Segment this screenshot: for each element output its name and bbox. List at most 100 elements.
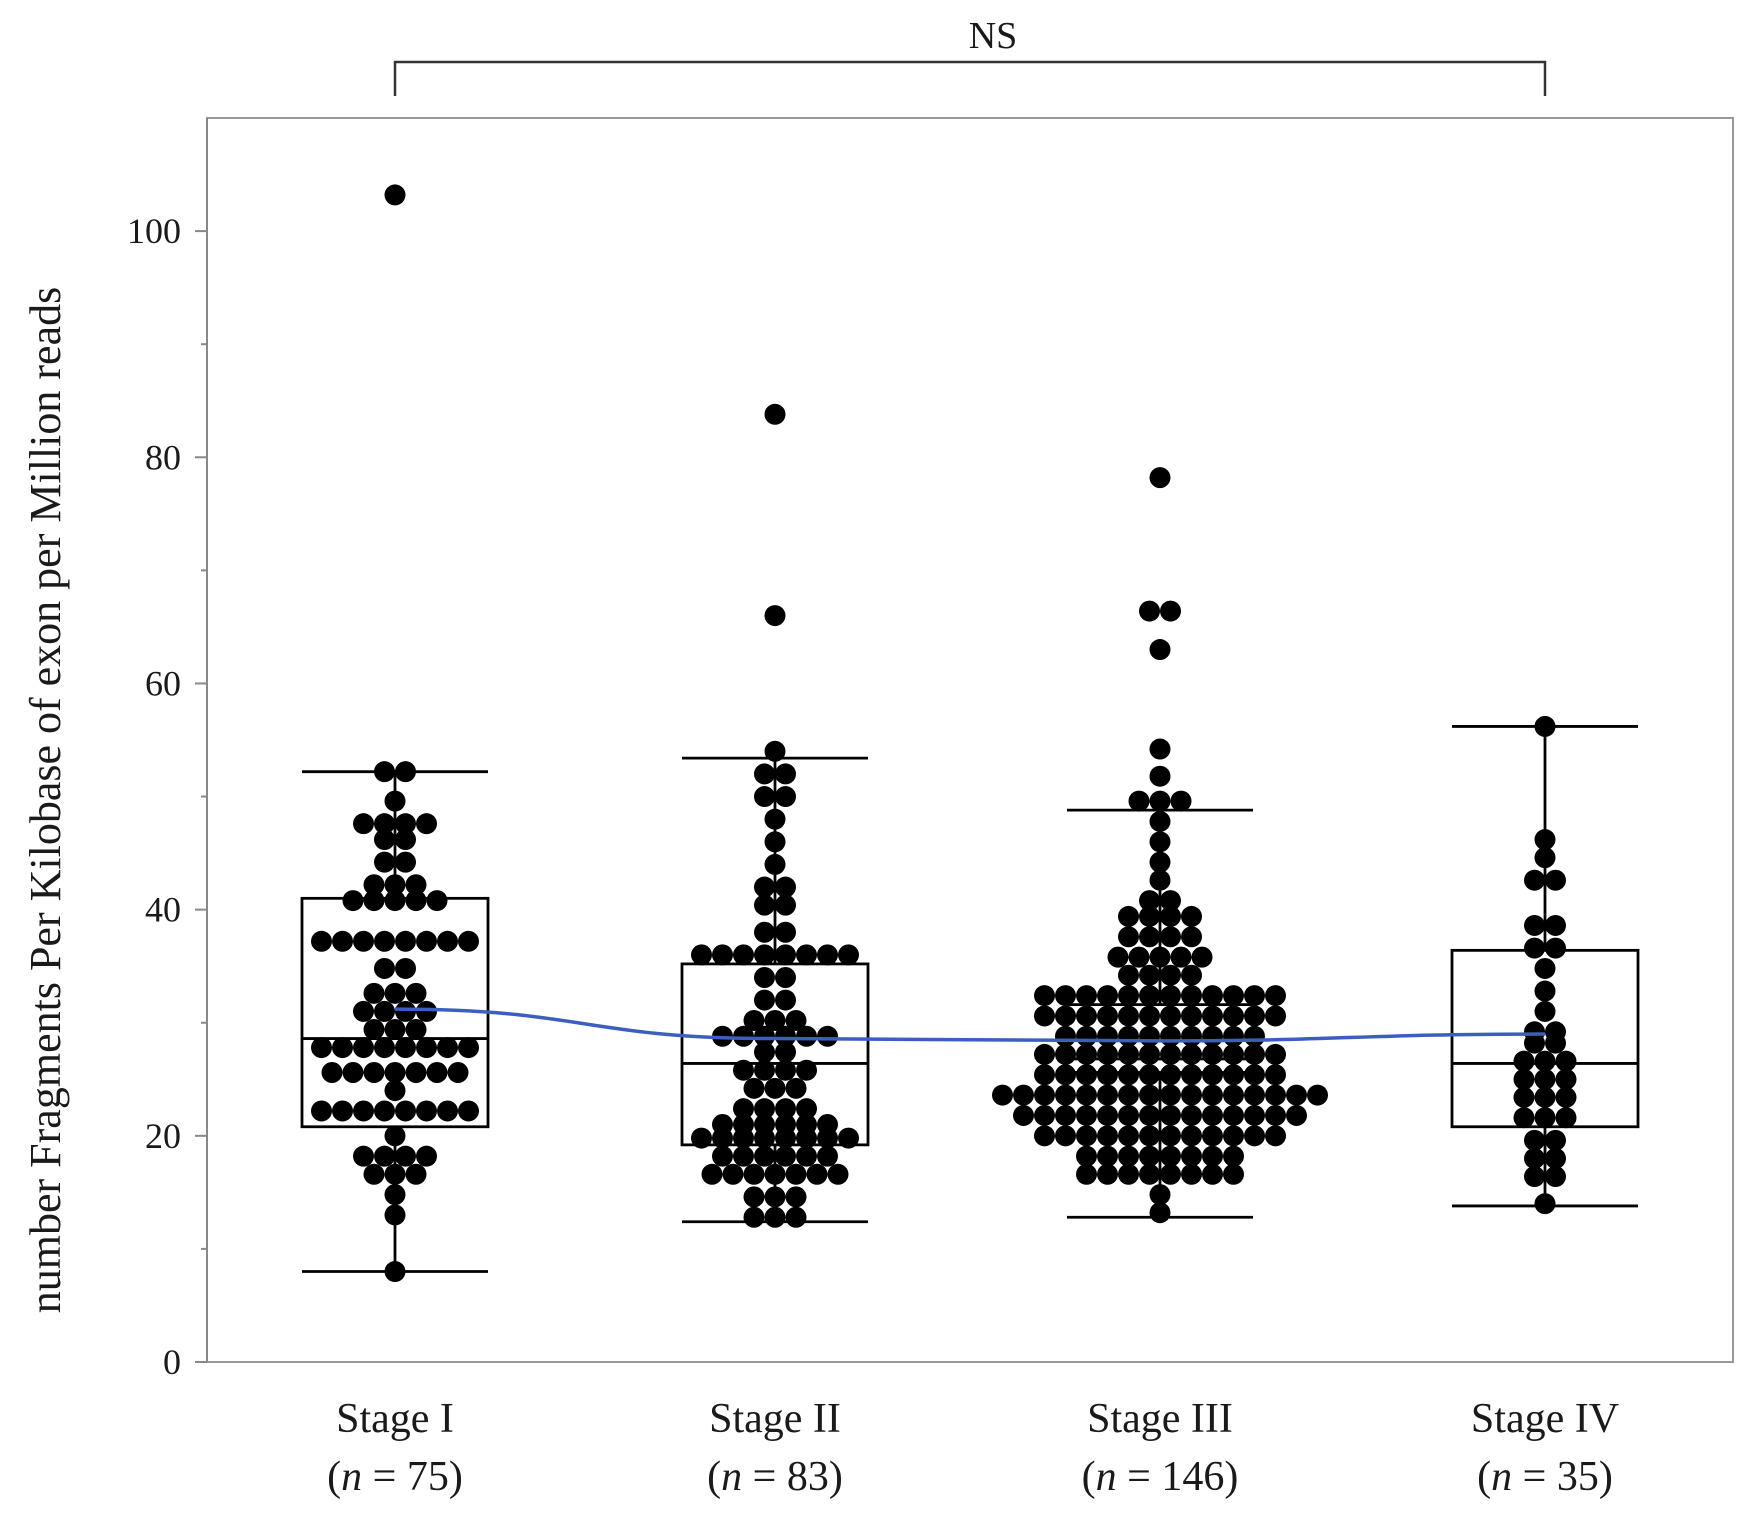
data-point [1524,1147,1545,1169]
data-point [1118,1025,1139,1047]
data-point [1034,1104,1055,1126]
data-point [1513,1086,1535,1108]
data-point [1118,1005,1139,1027]
data-point [405,1163,427,1185]
data-point [1265,1125,1286,1147]
data-point [1191,946,1213,968]
data-point [1545,869,1566,891]
data-point [1118,1084,1139,1106]
data-point [1286,1104,1307,1126]
data-point [827,1163,849,1185]
y-tick-label: 80 [145,437,181,477]
data-point [1534,829,1556,851]
data-point [1545,1032,1566,1054]
data-point [1149,1184,1171,1206]
data-point [838,944,859,966]
n-value: = 146) [1117,1454,1239,1500]
category-label: Stage III [1087,1396,1233,1442]
data-point [1118,905,1139,927]
category-label: Stage II [709,1396,841,1442]
data-point [416,1037,437,1059]
data-point [796,1059,817,1081]
n-variable: n [341,1454,362,1500]
data-point [1097,1005,1118,1027]
data-point [1534,1107,1556,1129]
sample-size-label: (n = 146) [1082,1454,1239,1500]
significance-bracket-line [393,60,1547,96]
data-point [384,1061,406,1083]
data-point [1160,1043,1181,1065]
data-point [1118,1064,1139,1086]
data-point [1139,1043,1160,1065]
sample-size-label: (n = 83) [707,1454,843,1500]
data-point [838,1127,859,1149]
data-point [1139,1125,1160,1147]
data-point [796,1145,817,1167]
data-point [363,1019,385,1041]
significance-label: NS [969,15,1018,57]
data-point [775,1145,796,1167]
data-point [1097,1163,1118,1185]
data-point [416,813,437,835]
data-point [1118,985,1139,1007]
data-point [1076,1043,1097,1065]
data-point [1160,600,1181,622]
data-point [321,1061,343,1083]
data-point [1202,1025,1223,1047]
data-point [817,944,838,966]
data-point [701,1163,723,1185]
data-point [1555,1086,1577,1108]
data-point [374,851,395,873]
data-point [353,1000,374,1022]
data-point [1097,1064,1118,1086]
data-point [775,966,796,988]
data-point [1034,1064,1055,1086]
n-value: = 83) [742,1454,843,1500]
box-iqr [680,962,870,1147]
data-point [1181,1104,1202,1126]
data-point [1149,869,1171,891]
data-point [775,1025,796,1047]
data-point [1545,914,1566,936]
category-label: Stage I [336,1396,454,1442]
data-point [1107,946,1129,968]
data-point [1555,1050,1577,1072]
data-point [1097,1025,1118,1047]
data-point [1149,831,1171,853]
data-point [743,1009,765,1031]
data-point [395,1037,416,1059]
data-point [374,813,395,835]
data-point [743,1186,765,1208]
data-point [1286,1084,1307,1106]
data-point [1076,1104,1097,1126]
data-point [395,851,416,873]
data-point [1244,1125,1265,1147]
data-point [1545,1129,1566,1151]
data-point [733,944,754,966]
points-layer [311,184,1577,1283]
data-point [437,1100,458,1122]
data-point [754,1098,775,1120]
data-point [1265,1104,1286,1126]
data-point [754,1059,775,1081]
data-point [1307,1084,1328,1106]
data-point [1534,980,1556,1002]
data-point [754,894,775,916]
sample-size-label: (n = 75) [327,1454,463,1500]
data-point [1202,1064,1223,1086]
data-point [1513,1050,1535,1072]
data-point [374,1037,395,1059]
data-point [1055,1084,1076,1106]
data-point [764,1009,786,1031]
data-point [1223,985,1244,1007]
data-point [1524,937,1545,959]
data-point [1265,1084,1286,1106]
data-point [1076,1084,1097,1106]
data-point [775,876,796,898]
data-point [395,930,416,952]
data-point [1118,1145,1139,1167]
data-point [405,982,427,1004]
y-tick-label: 60 [145,663,181,703]
data-point [1149,467,1171,489]
data-point [1160,1125,1181,1147]
